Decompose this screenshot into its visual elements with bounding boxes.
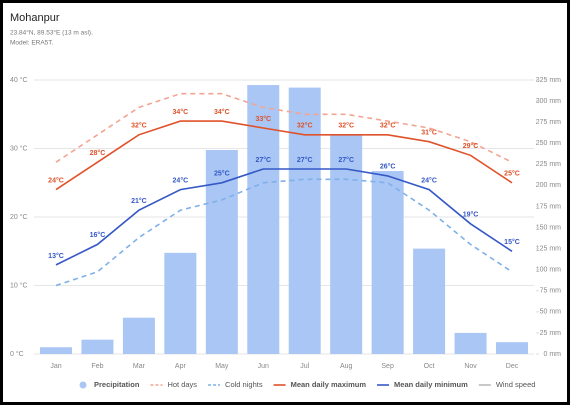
value-label: 25°C bbox=[214, 170, 230, 178]
y2-tick-label: 100 mm bbox=[536, 267, 561, 274]
line bbox=[55, 120, 513, 191]
y-tick-label: 20 °C bbox=[10, 213, 28, 221]
value-label: 32°C bbox=[131, 122, 147, 130]
y2-tick-label: 200 mm bbox=[536, 182, 561, 189]
bar bbox=[288, 87, 321, 354]
line bbox=[55, 178, 513, 287]
x-tick-label: Jul bbox=[300, 363, 309, 370]
value-label: 24°C bbox=[421, 176, 437, 184]
y2-tick-label: 300 mm bbox=[536, 98, 561, 105]
value-label: 24°C bbox=[173, 176, 189, 184]
bar bbox=[122, 317, 155, 354]
y2-tick-label: 150 mm bbox=[536, 224, 561, 231]
y2-tick-label: 175 mm bbox=[536, 203, 561, 210]
y2-tick-label: 75 mm bbox=[540, 288, 562, 295]
bar bbox=[40, 347, 72, 354]
bar bbox=[205, 149, 238, 354]
y-tick-label: 10 °C bbox=[10, 281, 28, 289]
value-label: 16°C bbox=[90, 231, 106, 239]
value-label: 34°C bbox=[173, 108, 189, 116]
bar bbox=[496, 342, 528, 354]
value-label: 19°C bbox=[463, 211, 479, 219]
x-tick-label: Apr bbox=[175, 363, 187, 370]
bar bbox=[330, 134, 363, 354]
bar bbox=[413, 248, 446, 354]
value-label: 32°C bbox=[380, 122, 396, 130]
x-tick-label: Aug bbox=[340, 363, 353, 370]
value-label: 31°C bbox=[421, 128, 437, 136]
bar bbox=[454, 332, 487, 354]
x-tick-label: Nov bbox=[464, 363, 477, 370]
legend-label: Hot days bbox=[167, 380, 197, 389]
legend-label: Mean daily minimum bbox=[394, 380, 468, 389]
x-tick-label: Dec bbox=[506, 363, 519, 370]
x-tick-label: Sep bbox=[381, 363, 394, 370]
chart-title: Mohanpur bbox=[10, 12, 60, 24]
y2-tick-label: 25 mm bbox=[540, 330, 562, 337]
value-label: 26°C bbox=[380, 163, 396, 171]
legend-label: Wind speed bbox=[496, 380, 536, 389]
value-label: 27°C bbox=[297, 156, 313, 164]
legend-label: Mean daily maximum bbox=[291, 380, 367, 389]
y-tick-label: 40 °C bbox=[10, 76, 28, 84]
legend-label: Cold nights bbox=[225, 380, 263, 389]
value-label: 27°C bbox=[338, 156, 354, 164]
y2-tick-label: 125 mm bbox=[536, 245, 561, 252]
value-label: 21°C bbox=[131, 197, 147, 205]
bar bbox=[81, 339, 114, 354]
x-tick-label: Oct bbox=[424, 363, 435, 370]
legend-label: Precipitation bbox=[94, 380, 140, 389]
value-label: 33°C bbox=[255, 115, 271, 123]
value-label: 24°C bbox=[48, 176, 64, 184]
y2-tick-label: 325 mm bbox=[536, 77, 561, 84]
legend-marker bbox=[79, 381, 87, 389]
line bbox=[55, 168, 513, 266]
x-tick-label: Jun bbox=[258, 363, 269, 370]
model: Model: ERA5T. bbox=[10, 40, 54, 47]
value-label: 34°C bbox=[214, 108, 230, 116]
y2-tick-label: 0 mm bbox=[544, 351, 562, 358]
bar bbox=[371, 171, 404, 354]
bar bbox=[164, 252, 197, 354]
y-tick-label: 30 °C bbox=[10, 144, 28, 152]
y2-tick-label: 50 mm bbox=[540, 309, 562, 316]
value-label: 13°C bbox=[48, 252, 64, 260]
x-tick-label: Mar bbox=[133, 363, 146, 370]
value-label: 32°C bbox=[338, 122, 354, 130]
value-label: 27°C bbox=[255, 156, 271, 164]
value-label: 15°C bbox=[504, 238, 520, 246]
y-tick-label: 0 °C bbox=[10, 350, 24, 358]
value-label: 25°C bbox=[504, 170, 520, 178]
value-label: 29°C bbox=[463, 142, 479, 150]
value-label: 28°C bbox=[90, 149, 106, 157]
value-label: 32°C bbox=[297, 122, 313, 130]
x-tick-label: May bbox=[215, 363, 229, 370]
y2-tick-label: 275 mm bbox=[536, 119, 561, 126]
line bbox=[55, 92, 513, 163]
y2-tick-label: 225 mm bbox=[536, 161, 561, 168]
x-tick-label: Jan bbox=[50, 363, 61, 370]
subtitle: 23.84°N, 89.53°E (13 m asl). bbox=[10, 29, 93, 37]
y2-tick-label: 250 mm bbox=[536, 140, 561, 147]
x-tick-label: Feb bbox=[91, 363, 103, 370]
